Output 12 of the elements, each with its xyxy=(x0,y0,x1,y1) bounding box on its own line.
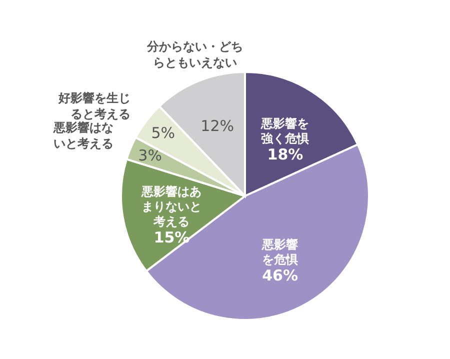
data-label: 46% xyxy=(262,266,298,285)
data-label: 5% xyxy=(151,124,175,142)
data-label: 3% xyxy=(138,146,162,164)
data-label: 18% xyxy=(267,146,304,164)
slice-label: 悪影響はないと考える xyxy=(52,120,114,151)
slice-label: 好影響を生じると考える xyxy=(57,91,130,122)
slice-label: 悪影響を危惧 xyxy=(261,238,298,267)
data-label: 15% xyxy=(154,228,190,247)
data-label: 12% xyxy=(200,117,234,136)
slice-label: 分からない・どちらともいえない xyxy=(146,40,244,70)
slice-label: 悪影響を強く危惧 xyxy=(260,116,310,146)
slice-label: 悪影響はあまりないと考える xyxy=(140,184,202,229)
